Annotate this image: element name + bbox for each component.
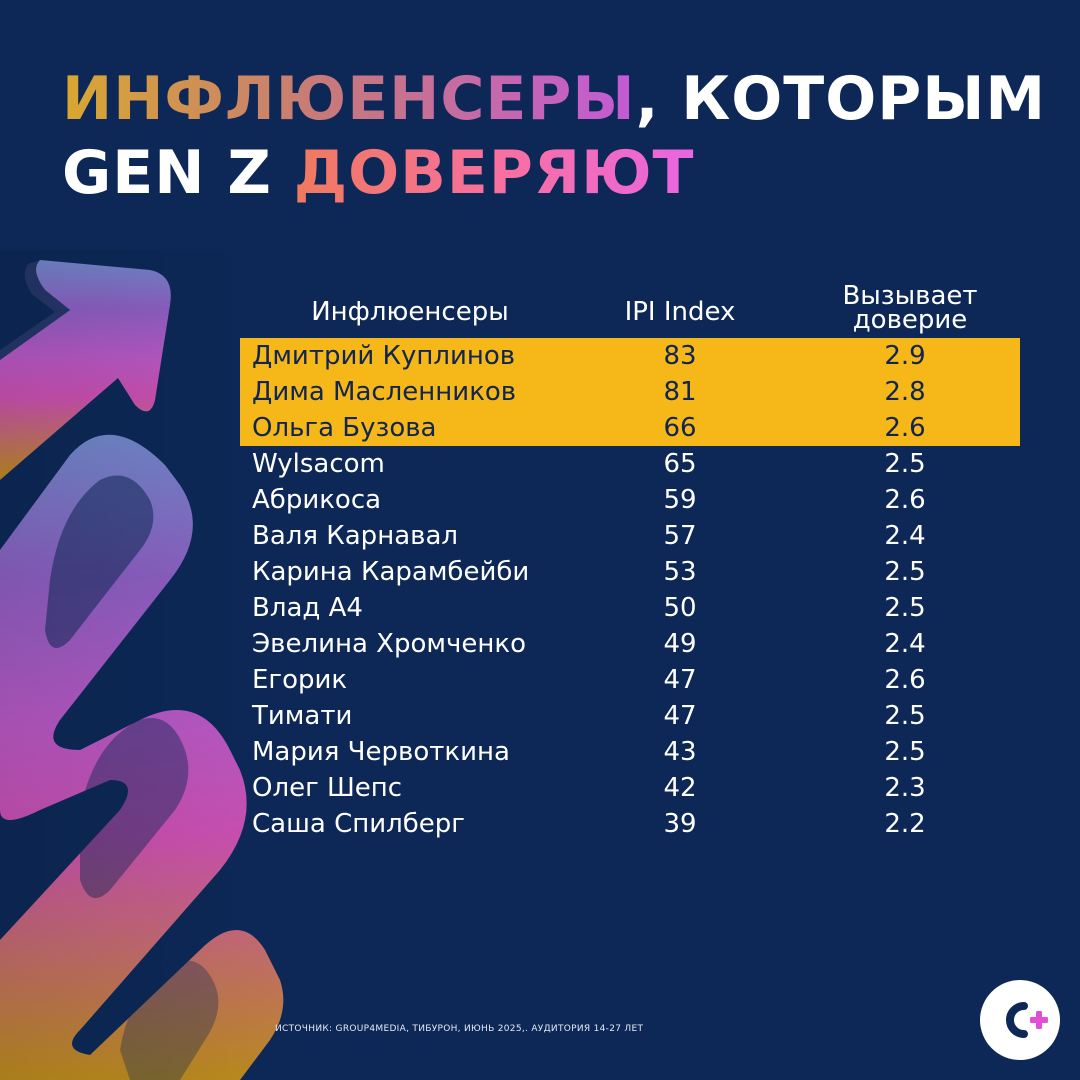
cell-trust-score: 2.5	[884, 557, 926, 587]
table-row: Олег Шепс 42 2.3	[240, 770, 1020, 806]
cell-influencer-name: Олег Шепс	[252, 773, 403, 803]
header-trust-line2: доверие	[852, 305, 968, 335]
cell-influencer-name: Дима Масленников	[252, 377, 517, 407]
cell-ipi-index: 65	[663, 449, 697, 479]
cell-influencer-name: Дмитрий Куплинов	[252, 341, 516, 371]
cell-influencer-name: Ольга Бузова	[252, 413, 437, 443]
header-name: Инфлюенсеры	[311, 297, 509, 327]
cell-influencer-name: Wylsacom	[252, 449, 385, 479]
cell-trust-score: 2.4	[884, 629, 926, 659]
header-ipi: IPI Index	[624, 297, 736, 327]
cell-influencer-name: Карина Карамбейби	[252, 557, 530, 587]
cell-trust-score: 2.8	[884, 377, 926, 407]
cell-ipi-index: 47	[663, 665, 697, 695]
cell-ipi-index: 53	[663, 557, 697, 587]
top-three-highlight	[240, 338, 1020, 446]
cell-ipi-index: 49	[663, 629, 697, 659]
cell-ipi-index: 43	[663, 737, 697, 767]
cell-trust-score: 2.3	[884, 773, 926, 803]
cell-trust-score: 2.5	[884, 737, 926, 767]
cell-ipi-index: 47	[663, 701, 697, 731]
page-title: ИНФЛЮЕНСЕРЫ, КОТОРЫМ GEN Z ДОВЕРЯЮТ	[62, 62, 1045, 210]
cell-trust-score: 2.5	[884, 449, 926, 479]
cell-trust-score: 2.9	[884, 341, 926, 371]
decorative-arrow-graphic	[0, 250, 290, 1080]
cell-ipi-index: 50	[663, 593, 697, 623]
cell-ipi-index: 39	[663, 809, 697, 839]
c-plus-logo-icon	[980, 980, 1060, 1060]
cell-influencer-name: Валя Карнавал	[252, 521, 458, 551]
table-row: Абрикоса 59 2.6	[240, 482, 1020, 518]
table-row: Дмитрий Куплинов 83 2.9	[240, 338, 1020, 374]
cell-trust-score: 2.6	[884, 485, 926, 515]
table-row: Карина Карамбейби 53 2.5	[240, 554, 1020, 590]
table-row: Эвелина Хромченко 49 2.4	[240, 626, 1020, 662]
cell-influencer-name: Тимати	[252, 701, 353, 731]
table-row: Wylsacom 65 2.5	[240, 446, 1020, 482]
cell-ipi-index: 59	[663, 485, 697, 515]
cell-ipi-index: 81	[663, 377, 697, 407]
cell-trust-score: 2.5	[884, 593, 926, 623]
cell-trust-score: 2.5	[884, 701, 926, 731]
table-row: Мария Червоткина 43 2.5	[240, 734, 1020, 770]
cell-ipi-index: 66	[663, 413, 697, 443]
cell-trust-score: 2.6	[884, 413, 926, 443]
table-row: Ольга Бузова 66 2.6	[240, 410, 1020, 446]
cell-influencer-name: Влад А4	[252, 593, 363, 623]
cell-influencer-name: Саша Спилберг	[252, 809, 465, 839]
cell-ipi-index: 57	[663, 521, 697, 551]
cell-trust-score: 2.6	[884, 665, 926, 695]
table-row: Влад А4 50 2.5	[240, 590, 1020, 626]
cell-ipi-index: 42	[663, 773, 697, 803]
influencer-table: Инфлюенсеры IPI Index Вызывает доверие Д…	[240, 282, 1020, 839]
header-trust-line1: Вызывает	[842, 281, 978, 311]
cell-influencer-name: Егорик	[252, 665, 348, 695]
cell-influencer-name: Эвелина Хромченко	[252, 629, 526, 659]
table-body: Дмитрий Куплинов 83 2.9 Дима Масленников 81 2…	[240, 338, 1020, 842]
table-row: Дима Масленников 81 2.8	[240, 374, 1020, 410]
title-line1-accent: ИНФЛЮЕНСЕРЫ	[62, 64, 636, 134]
title-line2-accent: ДОВЕРЯЮТ	[293, 138, 695, 208]
table-row: Егорик 47 2.6	[240, 662, 1020, 698]
table-row: Саша Спилберг 39 2.2	[240, 806, 1020, 842]
cell-influencer-name: Мария Червоткина	[252, 737, 510, 767]
table-row: Валя Карнавал 57 2.4	[240, 518, 1020, 554]
title-line1-rest: , КОТОРЫМ	[635, 64, 1047, 134]
cell-influencer-name: Абрикоса	[252, 485, 382, 515]
table-header: Инфлюенсеры IPI Index Вызывает доверие	[240, 282, 1020, 338]
cell-trust-score: 2.4	[884, 521, 926, 551]
cell-ipi-index: 83	[663, 341, 697, 371]
cell-trust-score: 2.2	[884, 809, 926, 839]
source-note: ИСТОЧНИК: GROUP4MEDIA, ТИБУРОН, ИЮНЬ 202…	[275, 1024, 644, 1034]
title-line2-lead: GEN Z	[62, 138, 294, 208]
header-trust: Вызывает доверие	[820, 281, 1000, 335]
table-row: Тимати 47 2.5	[240, 698, 1020, 734]
